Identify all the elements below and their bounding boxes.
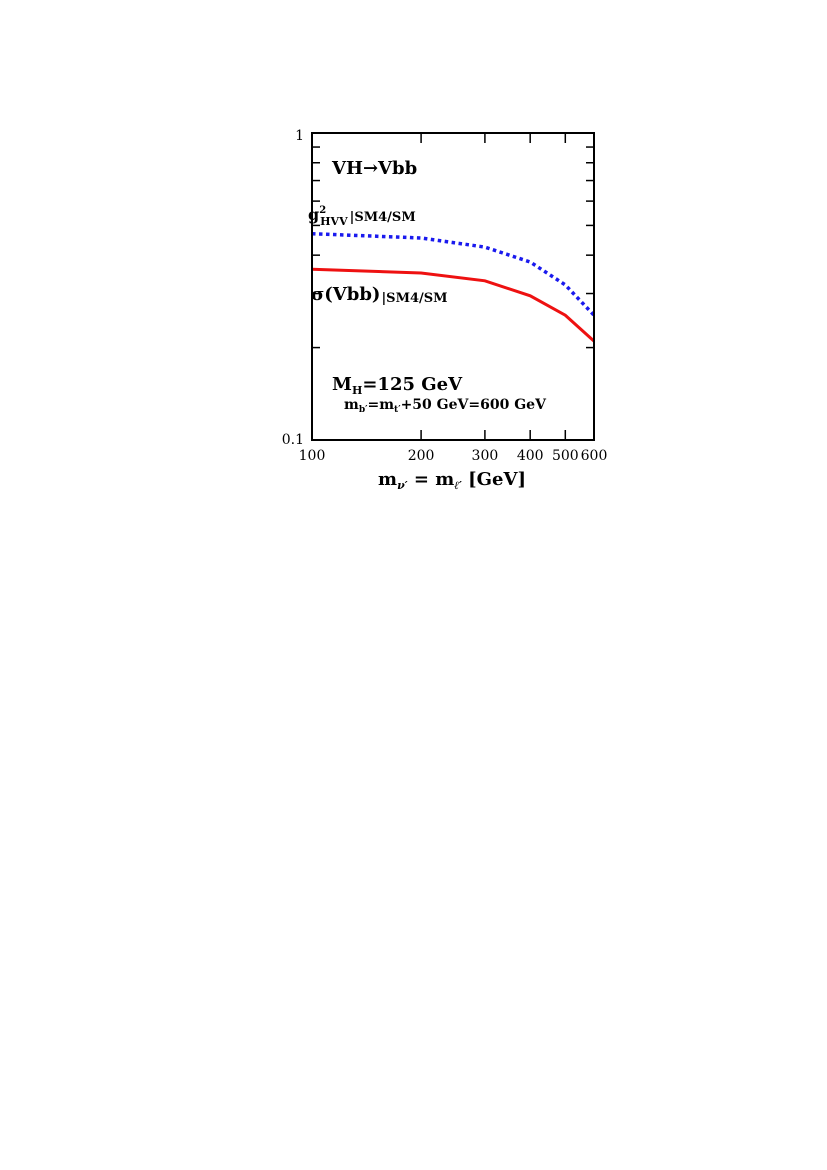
series-label-sigma: σ(Vbb)|SM4/SM	[311, 284, 448, 306]
plot-frame	[311, 132, 595, 441]
series-line-sigma	[311, 267, 596, 343]
quark-mass-annotation: mb′=mt′+50 GeV=600 GeV	[344, 397, 547, 415]
x-tick-labels: 100 200 300 400 500 600	[299, 448, 608, 464]
x-axis-label: mν′ = mℓ′ [GeV]	[378, 469, 526, 492]
x-tick-label: 100	[299, 448, 326, 464]
x-tick-label: 500	[552, 448, 579, 464]
x-tick-label: 300	[472, 448, 499, 464]
series-line-ghvv	[311, 231, 596, 317]
higgs-mass-annotation: MH=125 GeV	[332, 374, 463, 397]
series-layer	[311, 231, 596, 343]
x-tick-label: 600	[581, 448, 608, 464]
x-tick-label: 400	[517, 448, 544, 464]
series-label-ghvv: g2 HVV |SM4/SM	[308, 205, 416, 228]
x-tick-label: 200	[408, 448, 435, 464]
process-annotation: VH→Vbb	[331, 158, 417, 179]
y-tick-label-bottom: 0.1	[282, 432, 304, 448]
y-tick-label-top: 1	[295, 128, 304, 144]
